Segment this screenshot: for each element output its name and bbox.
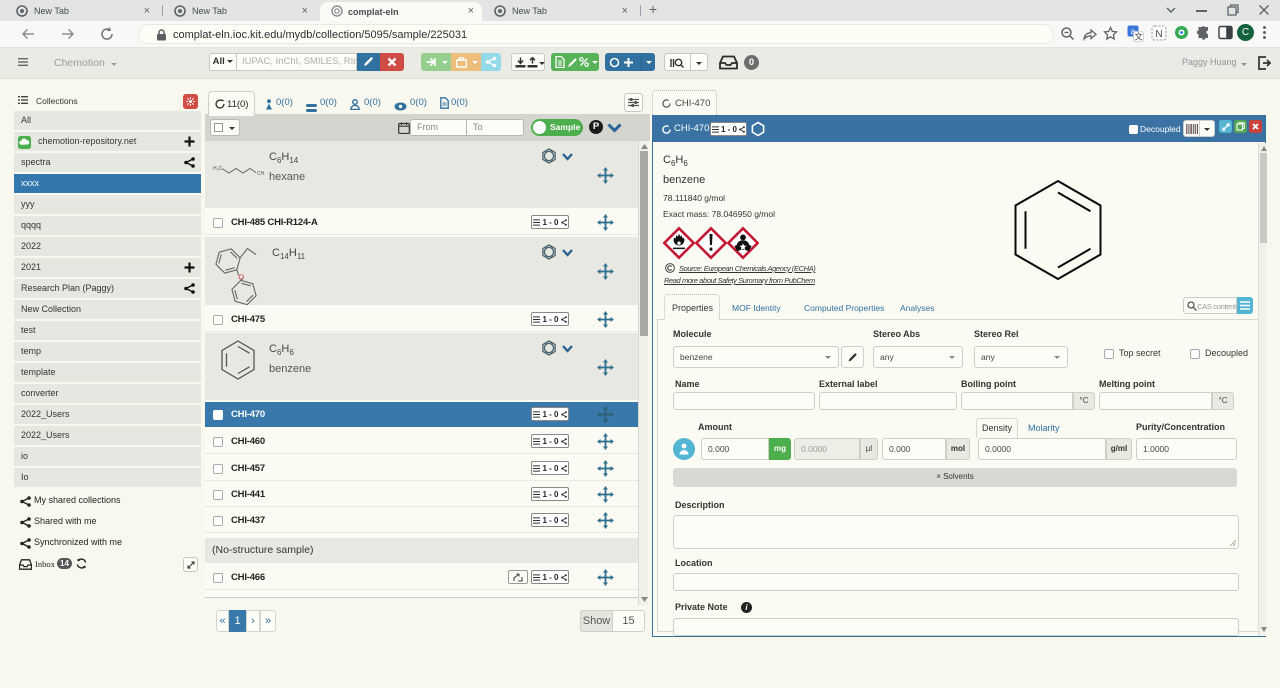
svg-text:文: 文 (1134, 32, 1143, 42)
svg-text:a: a (1131, 26, 1136, 36)
svg-text:O: O (238, 273, 244, 282)
svg-text:H₃C: H₃C (213, 166, 223, 172)
svg-text:N: N (1155, 29, 1162, 40)
svg-text:CH₃: CH₃ (257, 171, 265, 177)
